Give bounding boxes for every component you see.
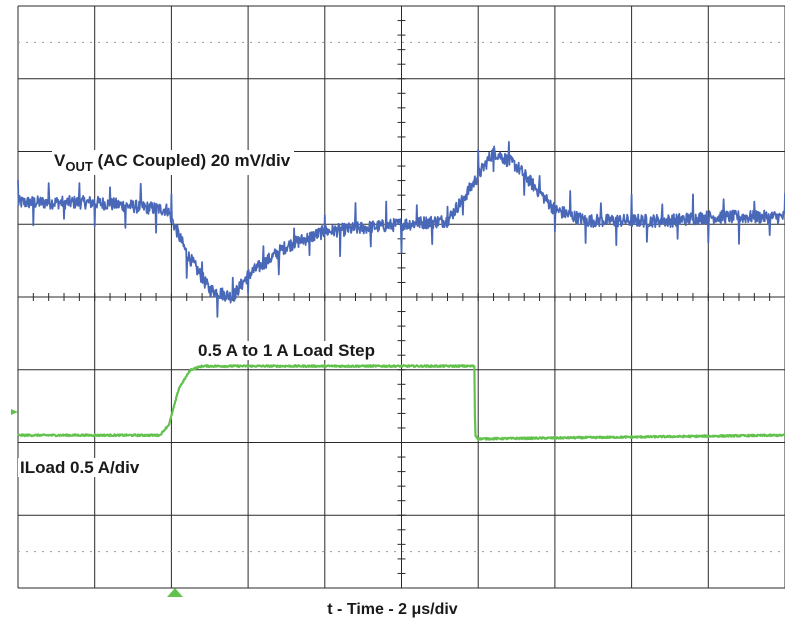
vout-channel-label: VOUT (AC Coupled) 20 mV/div — [52, 150, 295, 175]
trigger-position-marker — [167, 588, 183, 597]
iload-ground-marker — [11, 409, 18, 415]
iload-trace — [17, 364, 785, 441]
vout-trace — [17, 141, 785, 318]
x-axis-label: t - Time - 2 μs/div — [327, 601, 458, 618]
waveform-traces — [17, 141, 785, 441]
load-step-annotation: 0.5 A to 1 A Load Step — [196, 341, 377, 360]
channel-markers — [11, 409, 183, 597]
iload-channel-label: ILoad 0.5 A/div — [18, 458, 142, 477]
